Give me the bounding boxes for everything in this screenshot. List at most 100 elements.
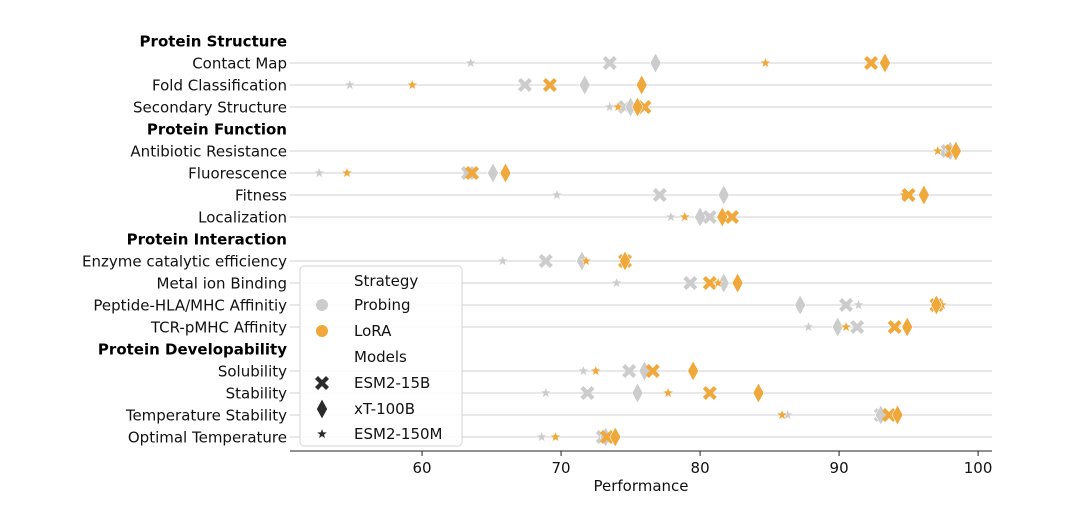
point-esm2-15b-probing <box>702 210 717 224</box>
x-axis-ticks: 60 70 80 90 100 <box>413 451 993 477</box>
point-xt-100b-lora <box>752 382 765 404</box>
point-esm2-15b-lora <box>465 166 480 180</box>
task-label: Fitness <box>235 187 287 205</box>
task-label: Peptide-HLA/MHC Affinitiy <box>93 297 287 315</box>
point-xt-100b-lora <box>731 272 744 294</box>
point-esm2-150m-probing <box>343 78 356 90</box>
point-xt-100b-probing <box>487 162 499 184</box>
point-esm2-15b-probing <box>850 320 865 334</box>
point-esm2-15b-lora <box>901 188 916 202</box>
point-xt-100b-lora <box>930 294 943 316</box>
point-esm2-150m-probing <box>496 254 509 266</box>
point-esm2-150m-lora <box>580 254 592 266</box>
point-esm2-15b-lora <box>542 78 557 92</box>
group-label: Protein Function <box>147 121 287 139</box>
point-esm2-150m-probing <box>313 166 325 178</box>
point-xt-100b-lora <box>619 250 631 272</box>
task-label: TCR-pMHC Affinity <box>150 319 287 337</box>
point-xt-100b-lora <box>918 184 930 206</box>
point-esm2-150m-lora <box>549 430 562 442</box>
point-esm2-150m-lora <box>406 78 419 90</box>
x-tick-label: 90 <box>830 459 849 477</box>
task-label: Stability <box>226 385 288 403</box>
point-esm2-150m-lora <box>679 210 691 222</box>
point-esm2-150m-probing <box>464 56 477 68</box>
point-esm2-150m-lora <box>840 320 852 332</box>
point-xt-100b-lora <box>631 96 644 118</box>
point-xt-100b-lora <box>950 140 962 162</box>
row-labels: Protein Structure Contact Map Fold Classif… <box>82 33 287 447</box>
legend-lora-label: LoRA <box>354 322 392 340</box>
task-label: Contact Map <box>192 55 287 73</box>
point-esm2-15b-probing <box>602 56 617 70</box>
x-axis-label: Performance <box>593 477 688 495</box>
legend-marker-esm2-15b <box>315 376 329 390</box>
x-tick-label: 80 <box>691 459 710 477</box>
legend-probing-marker <box>316 299 328 311</box>
point-esm2-150m-lora <box>759 56 772 68</box>
point-xt-100b-probing <box>717 184 730 206</box>
point-esm2-15b-lora <box>702 276 717 290</box>
point-esm2-15b-lora <box>882 408 897 422</box>
legend-xt-100b-label: xT-100B <box>354 400 415 418</box>
task-label: Fold Classification <box>152 77 287 95</box>
x-tick-label: 100 <box>964 459 993 477</box>
point-xt-100b-lora <box>635 74 648 96</box>
point-xt-100b-probing <box>638 360 651 382</box>
point-xt-100b-lora <box>901 316 914 338</box>
point-esm2-150m-lora <box>776 408 788 420</box>
point-esm2-150m-lora <box>712 276 724 288</box>
point-esm2-15b-probing <box>460 166 475 180</box>
point-xt-100b-probing <box>631 382 644 404</box>
data-points <box>313 52 962 448</box>
legend: Strategy Probing LoRA Models ESM2-15B xT… <box>299 265 463 447</box>
task-label: Enzyme catalytic efficiency <box>82 253 287 271</box>
x-tick-label: 70 <box>552 459 571 477</box>
point-esm2-15b-probing <box>839 298 854 312</box>
legend-strategy-title: Strategy <box>354 272 418 290</box>
task-label: Optimal Temperature <box>128 429 287 447</box>
task-label: Metal ion Binding <box>157 275 287 293</box>
legend-marker-xt-100b <box>316 398 328 420</box>
task-label: Localization <box>198 209 287 227</box>
point-esm2-15b-lora <box>864 56 879 70</box>
legend-esm2-150m-label: ESM2-150M <box>354 425 442 443</box>
legend-lora-marker <box>316 325 328 337</box>
point-xt-100b-probing <box>694 206 706 228</box>
task-label: Antibiotic Resistance <box>130 143 287 161</box>
point-xt-100b-probing <box>649 52 662 74</box>
point-esm2-15b-probing <box>683 276 698 290</box>
task-label: Secondary Structure <box>133 99 287 117</box>
point-xt-100b-probing <box>831 316 844 338</box>
point-esm2-150m-probing <box>852 298 865 310</box>
task-label: Temperature Stability <box>125 407 287 425</box>
legend-models-title: Models <box>354 348 407 366</box>
point-xt-100b-lora <box>609 426 622 448</box>
x-tick-label: 60 <box>413 459 432 477</box>
point-esm2-15b-probing <box>622 364 637 378</box>
point-xt-100b-probing <box>578 74 591 96</box>
point-esm2-15b-lora <box>725 210 740 224</box>
point-esm2-15b-lora <box>887 320 902 334</box>
point-xt-100b-probing <box>874 404 887 426</box>
point-esm2-150m-probing <box>603 100 616 112</box>
point-xt-100b-lora <box>687 360 699 382</box>
point-esm2-15b-probing <box>517 78 532 92</box>
point-esm2-150m-probing <box>540 386 552 398</box>
point-xt-100b-lora <box>891 404 904 426</box>
point-esm2-150m-lora <box>932 144 944 156</box>
point-xt-100b-probing <box>717 272 730 294</box>
point-esm2-150m-probing <box>610 276 623 288</box>
legend-probing-label: Probing <box>354 296 411 314</box>
point-xt-100b-probing <box>794 294 807 316</box>
x-axis: 60 70 80 90 100 Performance <box>290 450 993 495</box>
point-esm2-15b-lora <box>702 386 717 400</box>
point-esm2-15b-probing <box>538 254 553 268</box>
legend-box <box>299 265 463 447</box>
point-xt-100b-lora <box>499 162 512 184</box>
point-xt-100b-lora <box>716 206 729 228</box>
legend-star-marker <box>316 427 328 439</box>
legend-esm2-15b-label: ESM2-15B <box>354 374 430 392</box>
point-esm2-150m-probing <box>802 320 815 332</box>
task-label: Solubility <box>218 363 287 381</box>
